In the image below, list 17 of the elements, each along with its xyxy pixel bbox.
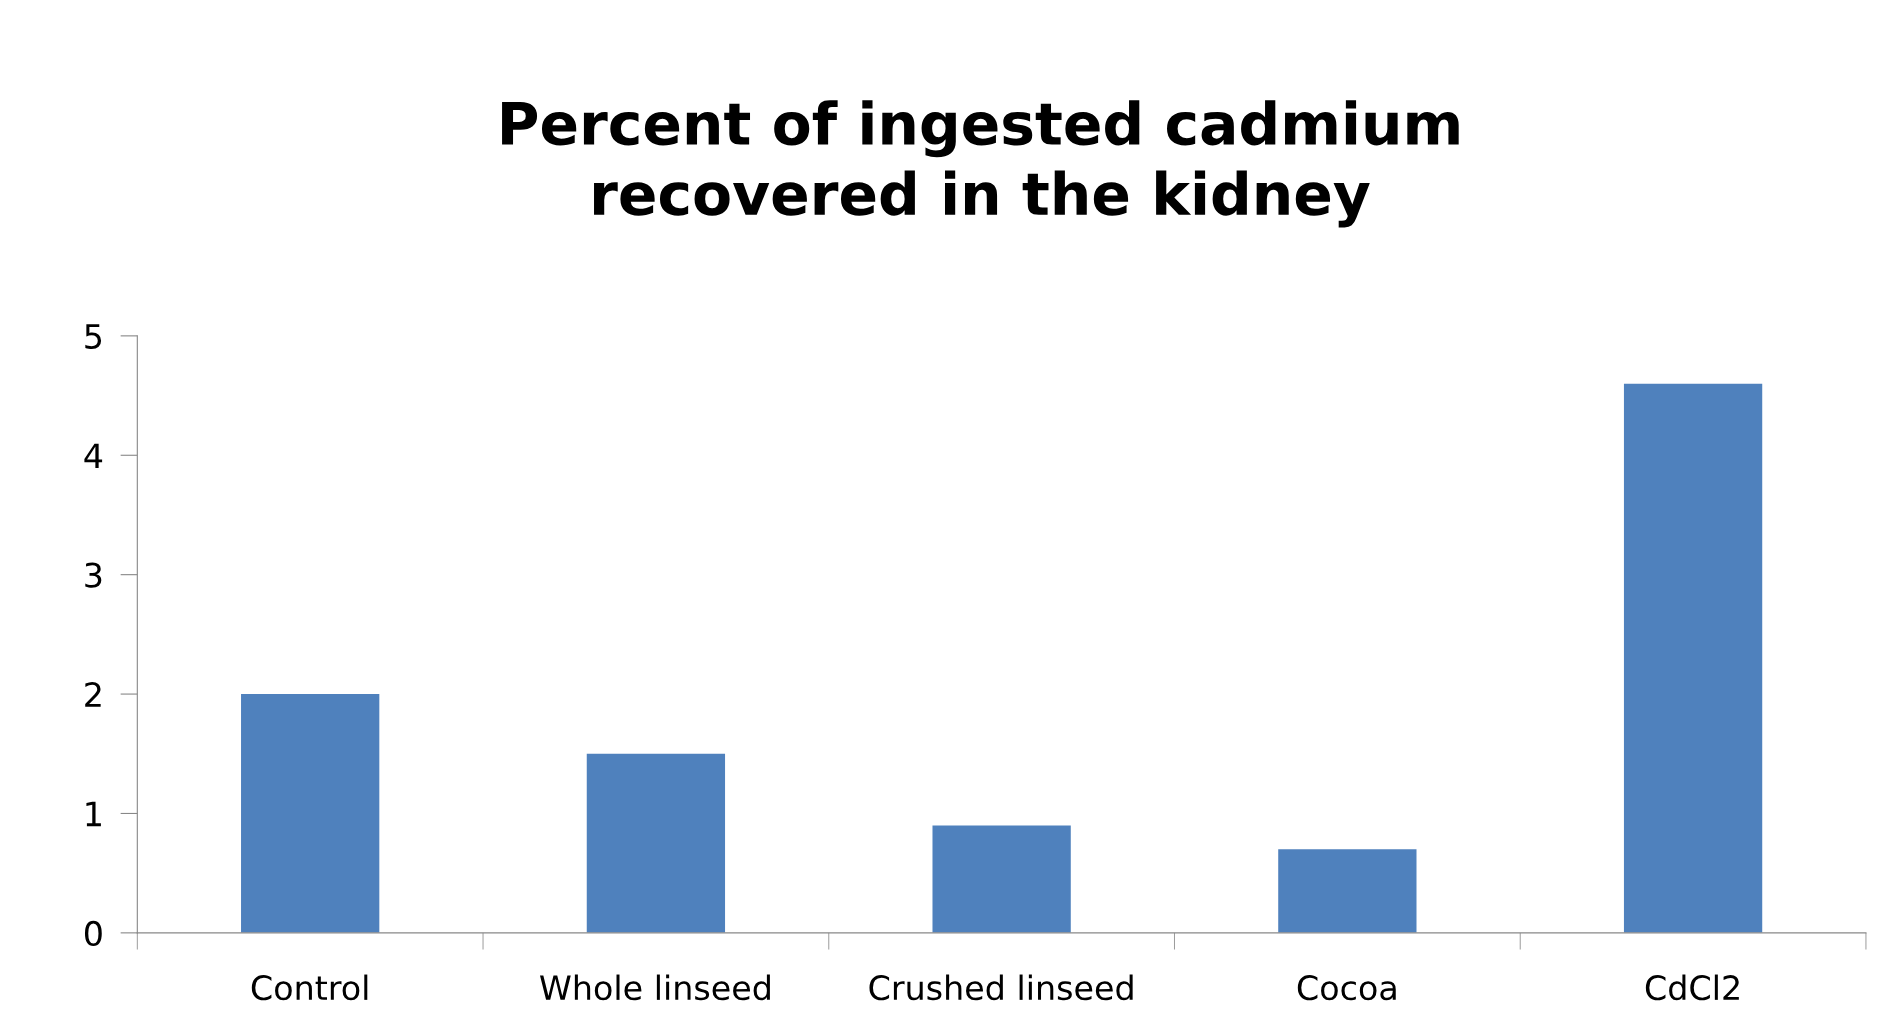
x-tick-label: CdCl2	[1645, 974, 1739, 1001]
x-tick-label: Cocoa	[1297, 975, 1396, 1001]
bar	[932, 825, 1071, 933]
bar	[1278, 849, 1417, 933]
x-tick-label: Whole linseed	[540, 974, 770, 1001]
chart-title: Percent of ingested cadmium recovered in the kidney	[502, 100, 1459, 228]
y-tick-label: 5	[85, 324, 102, 350]
x-tick-label: Control	[251, 974, 368, 1001]
bar	[1623, 383, 1763, 933]
y-tick-label: 3	[85, 562, 102, 588]
y-tick-label: 4	[84, 443, 103, 468]
y-tick-label: 2	[85, 681, 101, 707]
bar	[586, 753, 726, 933]
bar	[241, 694, 380, 933]
y-tick-label: 1	[86, 801, 101, 827]
x-tick-label: Crushed linseed	[869, 974, 1133, 1001]
y-tick-label: 0	[84, 920, 102, 946]
